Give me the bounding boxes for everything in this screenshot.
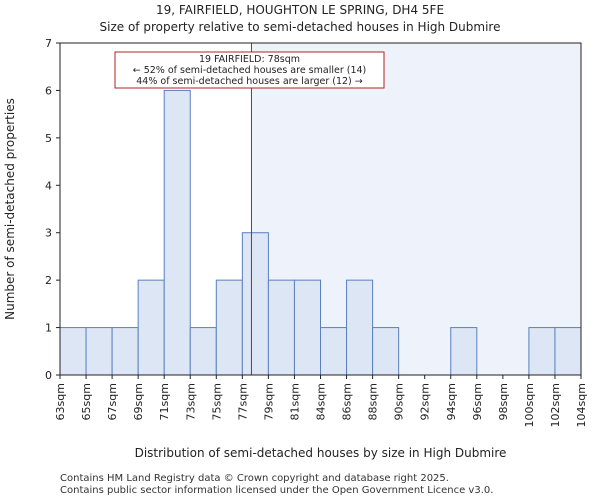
- y-tick-label: 7: [45, 37, 52, 50]
- annotation-box: 19 FAIRFIELD: 78sqm ← 52% of semi-detach…: [114, 51, 385, 89]
- y-tick-label: 3: [45, 227, 52, 240]
- y-tick-label: 0: [45, 369, 52, 382]
- bar-79sqm: [267, 279, 295, 376]
- bar-73sqm: [189, 327, 217, 376]
- x-tick-label: 90sqm: [393, 383, 406, 420]
- bar-81sqm: [293, 279, 322, 376]
- x-tick-label: 75sqm: [210, 383, 223, 420]
- bar-75sqm: [215, 279, 243, 376]
- bar-102sqm: [554, 327, 582, 376]
- x-tick-label: 67sqm: [106, 383, 119, 420]
- x-tick-label: 69sqm: [132, 383, 145, 420]
- x-tick-label: 73sqm: [184, 383, 197, 420]
- x-tick-label: 65sqm: [80, 383, 93, 420]
- chart-title: 19, FAIRFIELD, HOUGHTON LE SPRING, DH4 5…: [155, 3, 445, 17]
- bar-67sqm: [111, 327, 139, 376]
- bar-100sqm: [528, 327, 556, 376]
- x-tick-label: 86sqm: [341, 383, 354, 420]
- bar-88sqm: [372, 327, 400, 376]
- x-tick-label: 71sqm: [158, 383, 171, 420]
- y-tick-label: 1: [45, 322, 52, 335]
- x-tick-label: 79sqm: [262, 383, 275, 420]
- y-tick-label: 2: [45, 274, 52, 287]
- x-tick-label: 92sqm: [419, 383, 432, 420]
- bar-63sqm: [59, 327, 87, 376]
- x-tick-label: 102sqm: [549, 383, 562, 427]
- bar-chart: 0 1 2 3 4 5 6 7 63sqm 65sqm 67sqm 69sqm 71sqm 73sqm 7…: [3, 37, 588, 460]
- y-tick-label: 4: [45, 179, 52, 192]
- bar-94sqm: [450, 327, 478, 376]
- x-tick-label: 100sqm: [523, 383, 536, 427]
- x-tick-label: 96sqm: [471, 383, 484, 420]
- footer-copyright: Contains HM Land Registry data © Crown c…: [60, 473, 449, 484]
- x-tick-label: 77sqm: [236, 383, 249, 420]
- annotation-line-1: 19 FAIRFIELD: 78sqm: [199, 54, 300, 65]
- x-tick-label: 88sqm: [367, 383, 380, 420]
- x-tick-label: 63sqm: [54, 383, 67, 420]
- x-tick-label: 81sqm: [288, 383, 301, 420]
- y-tick-label: 6: [45, 84, 52, 97]
- x-tick-label: 104sqm: [575, 383, 588, 427]
- x-axis-label: Distribution of semi-detached houses by …: [135, 446, 507, 460]
- footer-licence: Contains public sector information licen…: [60, 485, 494, 496]
- bar-86sqm: [346, 279, 374, 376]
- bar-84sqm: [320, 327, 348, 376]
- annotation-line-3: 44% of semi-detached houses are larger (…: [136, 76, 363, 87]
- bar-65sqm: [85, 327, 113, 376]
- bar-71sqm: [163, 89, 191, 376]
- chart-subtitle: Size of property relative to semi-detach…: [99, 20, 501, 34]
- x-tick-label: 94sqm: [445, 383, 458, 420]
- annotation-line-2: ← 52% of semi-detached houses are smalle…: [133, 65, 367, 76]
- bar-69sqm: [137, 279, 165, 376]
- x-tick-label: 84sqm: [315, 383, 328, 420]
- x-tick-label: 98sqm: [497, 383, 510, 420]
- y-tick-label: 5: [45, 132, 52, 145]
- y-axis-label: Number of semi-detached properties: [3, 98, 17, 320]
- bar-77sqm: [241, 232, 269, 376]
